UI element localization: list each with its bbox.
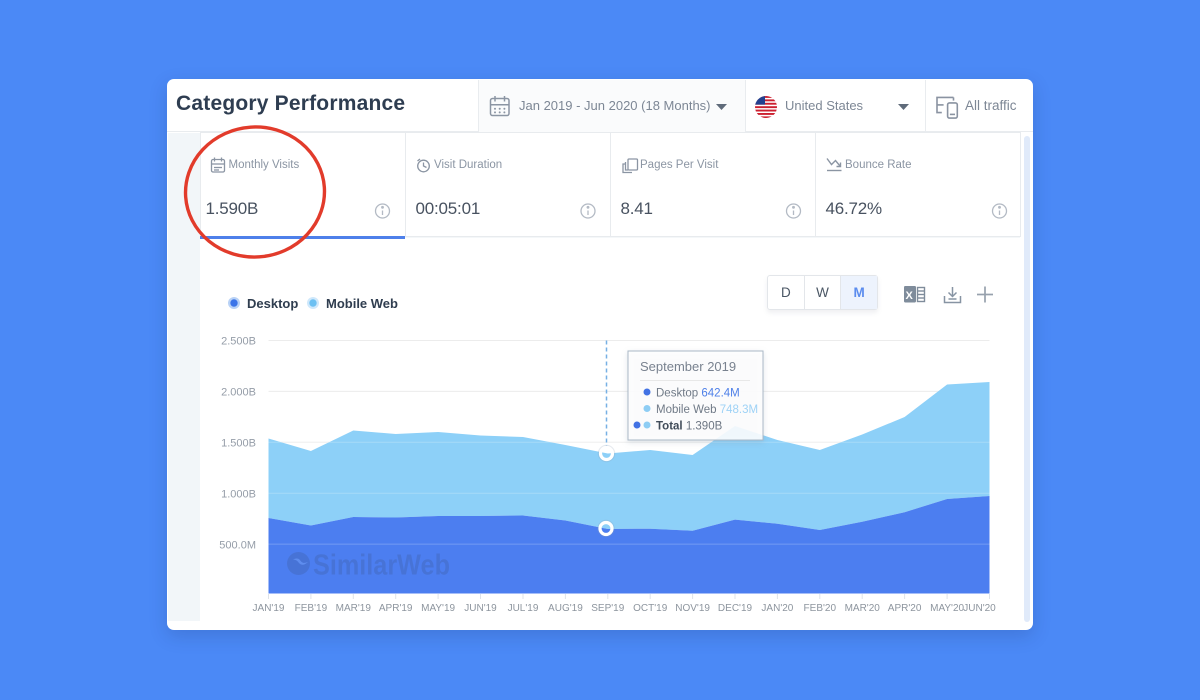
svg-text:MAY'20: MAY'20 xyxy=(930,603,964,614)
svg-text:Mobile Web 748.3M: Mobile Web 748.3M xyxy=(656,404,758,416)
svg-text:JAN'20: JAN'20 xyxy=(761,603,793,614)
svg-text:September 2019: September 2019 xyxy=(640,359,736,374)
svg-text:APR'19: APR'19 xyxy=(379,603,413,614)
svg-text:1.000B: 1.000B xyxy=(221,489,256,501)
svg-text:MAY'19: MAY'19 xyxy=(421,603,455,614)
svg-text:JUL'19: JUL'19 xyxy=(508,603,539,614)
svg-text:SimilarWeb: SimilarWeb xyxy=(313,550,450,582)
svg-text:X: X xyxy=(906,290,914,302)
svg-text:AUG'19: AUG'19 xyxy=(548,603,583,614)
svg-text:Total 1.390B: Total 1.390B xyxy=(656,421,723,433)
svg-text:2.500B: 2.500B xyxy=(221,336,256,348)
svg-text:2.000B: 2.000B xyxy=(221,387,256,399)
svg-text:OCT'19: OCT'19 xyxy=(633,603,668,614)
svg-text:JAN'19: JAN'19 xyxy=(253,603,285,614)
svg-text:MAR'20: MAR'20 xyxy=(845,603,881,614)
svg-text:FEB'19: FEB'19 xyxy=(295,603,328,614)
svg-text:1.500B: 1.500B xyxy=(221,438,256,450)
svg-text:APR'20: APR'20 xyxy=(888,603,922,614)
svg-text:JUN'20: JUN'20 xyxy=(963,603,996,614)
svg-text:Desktop 642.4M: Desktop 642.4M xyxy=(656,388,740,400)
svg-text:JUN'19: JUN'19 xyxy=(464,603,497,614)
svg-text:MAR'19: MAR'19 xyxy=(336,603,372,614)
svg-text:SEP'19: SEP'19 xyxy=(591,603,624,614)
svg-text:FEB'20: FEB'20 xyxy=(804,603,837,614)
svg-text:NOV'19: NOV'19 xyxy=(675,603,710,614)
svg-text:DEC'19: DEC'19 xyxy=(718,603,753,614)
svg-text:500.0M: 500.0M xyxy=(219,540,256,552)
